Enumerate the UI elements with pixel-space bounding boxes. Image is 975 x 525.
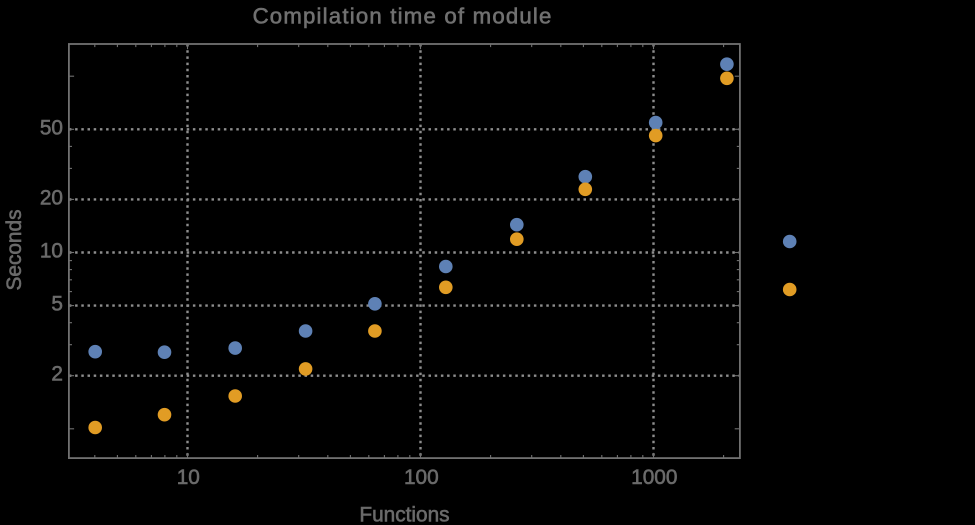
- svg-text:1000: 1000: [631, 466, 677, 489]
- svg-text:Compilation time of module: Compilation time of module: [253, 4, 553, 29]
- svg-text:10: 10: [40, 240, 63, 263]
- svg-text:Seconds: Seconds: [3, 210, 26, 291]
- svg-text:100: 100: [404, 466, 439, 489]
- svg-text:10: 10: [177, 466, 200, 489]
- svg-text:2: 2: [51, 363, 63, 386]
- svg-text:50: 50: [40, 116, 63, 139]
- svg-text:Functions: Functions: [359, 504, 449, 525]
- svg-text:5: 5: [51, 293, 63, 316]
- svg-text:20: 20: [40, 186, 63, 209]
